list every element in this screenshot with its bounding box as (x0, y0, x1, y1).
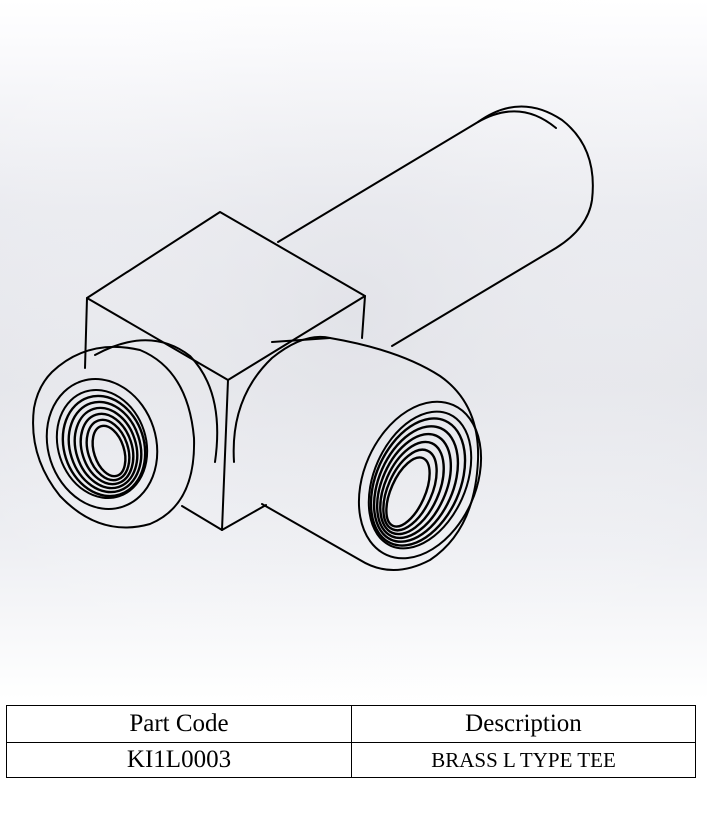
brass-tee-drawing (0, 0, 707, 700)
table-header-row: Part Code Description (6, 705, 696, 743)
table-row: KI1L0003 BRASS L TYPE TEE (6, 742, 696, 778)
description-value: BRASS L TYPE TEE (351, 742, 696, 778)
rear-cylinder (277, 105, 594, 347)
tee-body-cube (84, 211, 366, 531)
part-info-table: Part Code Description KI1L0003 BRASS L T… (6, 705, 696, 778)
part-code-header: Part Code (6, 705, 352, 743)
cad-viewport (0, 0, 707, 700)
left-port (32, 345, 196, 529)
right-port (261, 337, 483, 571)
part-code-value: KI1L0003 (6, 742, 352, 778)
description-header: Description (351, 705, 696, 743)
